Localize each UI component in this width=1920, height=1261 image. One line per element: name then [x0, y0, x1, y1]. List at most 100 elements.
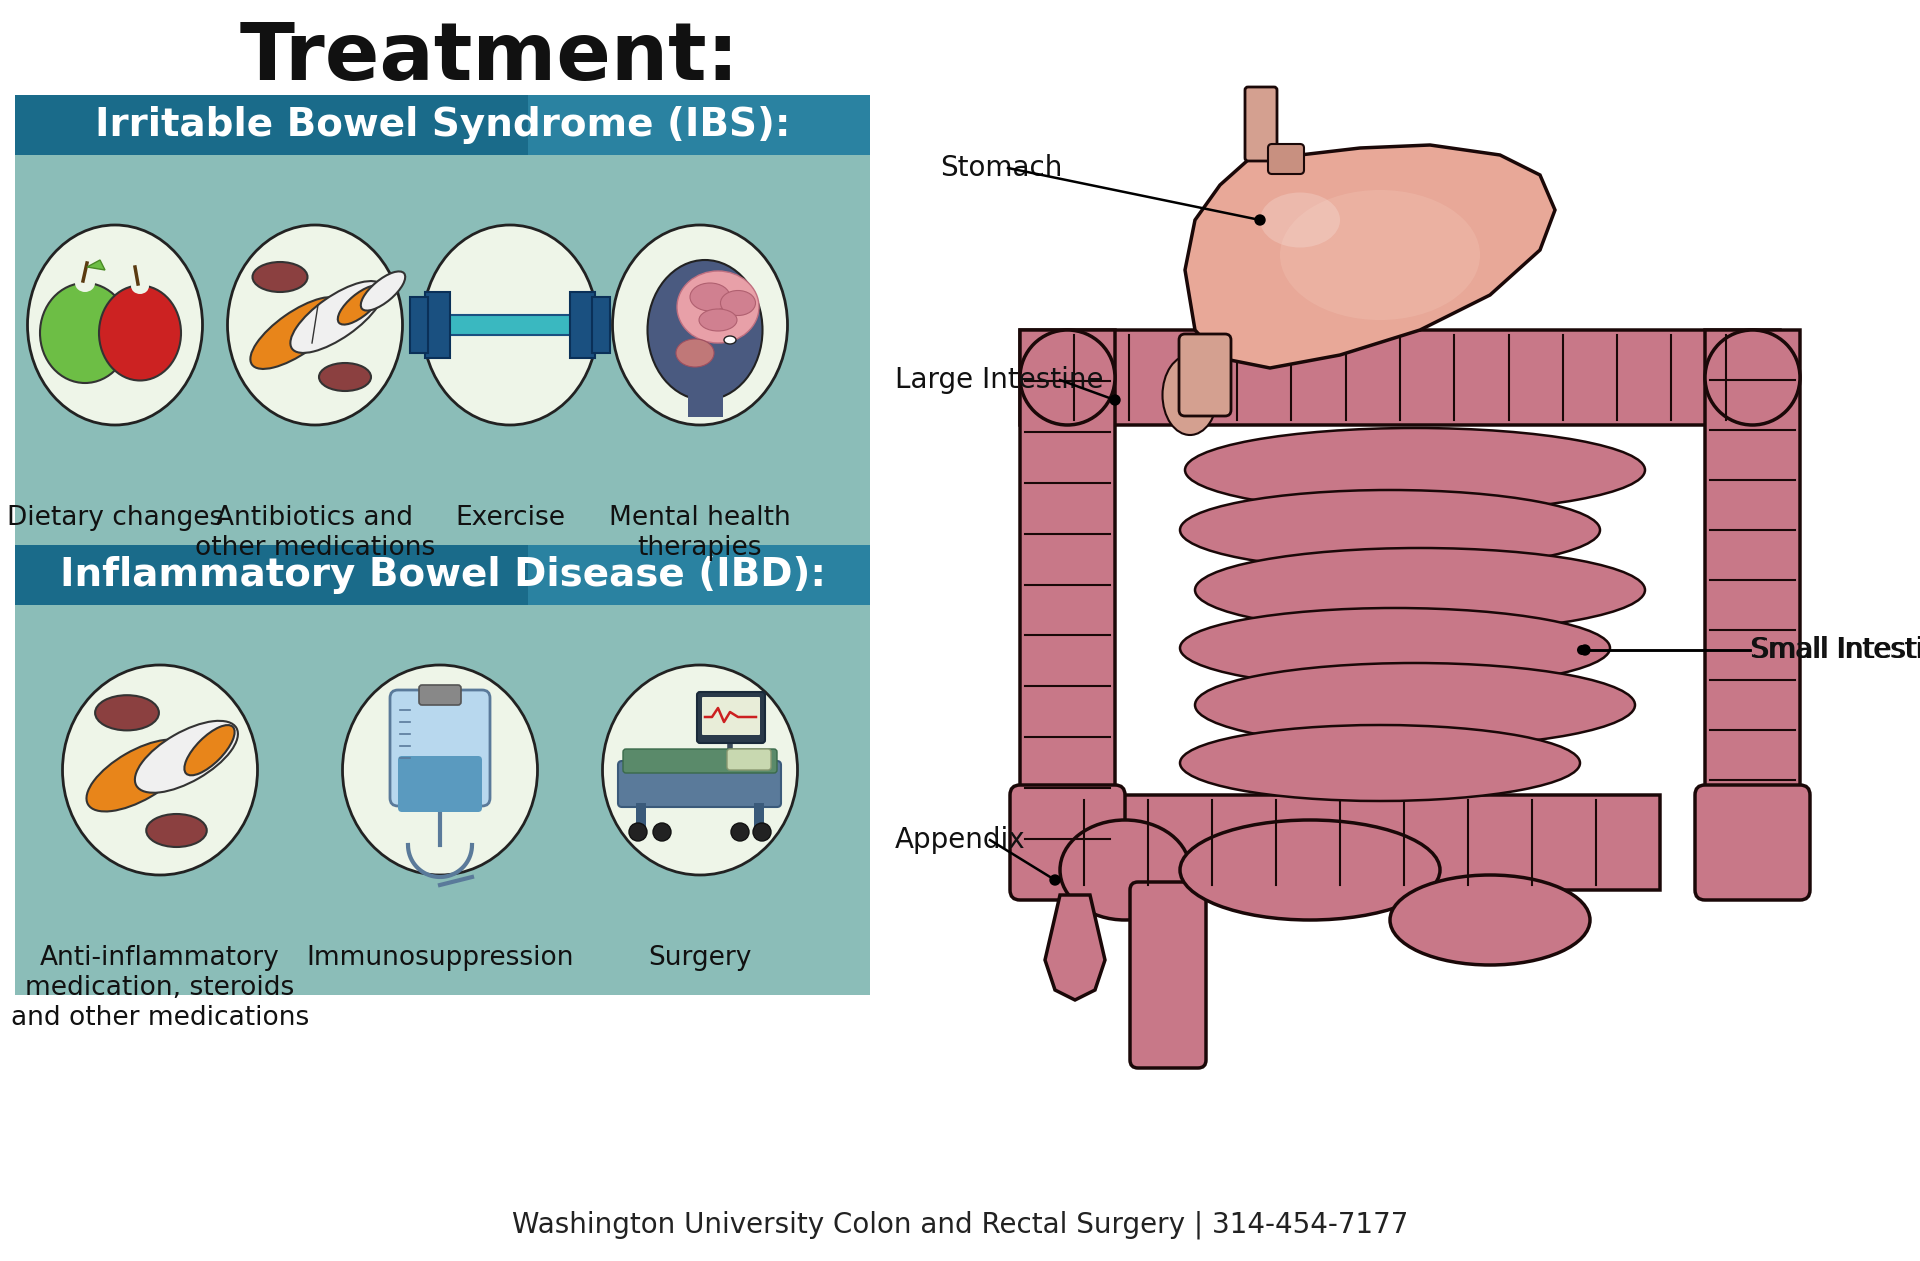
- Ellipse shape: [134, 721, 238, 793]
- Circle shape: [732, 823, 749, 841]
- FancyBboxPatch shape: [703, 697, 760, 735]
- Ellipse shape: [1390, 875, 1590, 965]
- Ellipse shape: [75, 274, 94, 293]
- Ellipse shape: [1194, 663, 1636, 747]
- Ellipse shape: [1060, 820, 1190, 921]
- Ellipse shape: [146, 815, 207, 847]
- Ellipse shape: [250, 298, 344, 369]
- Text: Inflammatory Bowel Disease (IBD):: Inflammatory Bowel Disease (IBD):: [60, 556, 826, 594]
- Circle shape: [653, 823, 670, 841]
- Ellipse shape: [253, 262, 307, 293]
- Text: Large Intestine: Large Intestine: [895, 366, 1104, 393]
- FancyBboxPatch shape: [728, 749, 772, 770]
- Ellipse shape: [1185, 427, 1645, 512]
- Text: Small Intestine: Small Intestine: [1749, 636, 1920, 665]
- Text: Antibiotics and
other medications: Antibiotics and other medications: [194, 504, 436, 561]
- FancyBboxPatch shape: [1705, 330, 1801, 830]
- Ellipse shape: [361, 271, 405, 310]
- FancyBboxPatch shape: [1131, 881, 1206, 1068]
- FancyBboxPatch shape: [390, 690, 490, 806]
- Ellipse shape: [63, 665, 257, 875]
- FancyBboxPatch shape: [1033, 380, 1102, 880]
- Text: Immunosuppression: Immunosuppression: [307, 944, 574, 971]
- Ellipse shape: [131, 277, 150, 294]
- Ellipse shape: [1181, 725, 1580, 801]
- Ellipse shape: [720, 290, 755, 315]
- Ellipse shape: [676, 339, 714, 367]
- Polygon shape: [86, 260, 106, 270]
- Ellipse shape: [227, 224, 403, 425]
- Bar: [591, 298, 611, 353]
- FancyBboxPatch shape: [397, 757, 482, 812]
- FancyBboxPatch shape: [1695, 786, 1811, 900]
- FancyBboxPatch shape: [697, 692, 764, 743]
- Circle shape: [1110, 395, 1119, 405]
- Ellipse shape: [678, 271, 758, 343]
- Ellipse shape: [689, 282, 730, 311]
- Bar: [424, 293, 449, 358]
- Text: Surgery: Surgery: [649, 944, 753, 971]
- Circle shape: [630, 823, 647, 841]
- Ellipse shape: [1181, 491, 1599, 570]
- Text: Small Intestine: Small Intestine: [1751, 636, 1920, 665]
- FancyBboxPatch shape: [15, 545, 870, 605]
- FancyBboxPatch shape: [1179, 334, 1231, 416]
- FancyBboxPatch shape: [528, 95, 870, 155]
- Text: Appendix: Appendix: [895, 826, 1025, 854]
- Ellipse shape: [319, 363, 371, 391]
- Bar: [636, 803, 645, 831]
- FancyBboxPatch shape: [1020, 794, 1661, 890]
- Ellipse shape: [1194, 549, 1645, 632]
- FancyBboxPatch shape: [1267, 144, 1304, 174]
- Polygon shape: [1044, 895, 1106, 1000]
- FancyBboxPatch shape: [419, 685, 461, 705]
- Bar: [447, 315, 572, 335]
- Bar: [411, 298, 428, 353]
- Ellipse shape: [699, 309, 737, 330]
- Ellipse shape: [1181, 820, 1440, 921]
- FancyBboxPatch shape: [1020, 330, 1780, 425]
- Text: Treatment:: Treatment:: [240, 19, 739, 97]
- Circle shape: [753, 823, 772, 841]
- Ellipse shape: [40, 282, 131, 383]
- Ellipse shape: [100, 285, 180, 381]
- Text: Mental health
therapies: Mental health therapies: [609, 504, 791, 561]
- Ellipse shape: [27, 224, 202, 425]
- Bar: [755, 803, 764, 831]
- Text: Stomach: Stomach: [941, 154, 1062, 182]
- Ellipse shape: [342, 665, 538, 875]
- Ellipse shape: [1705, 330, 1801, 425]
- Circle shape: [1050, 875, 1060, 885]
- Text: Dietary changes: Dietary changes: [8, 504, 223, 531]
- FancyBboxPatch shape: [1244, 87, 1277, 161]
- Circle shape: [1580, 644, 1590, 654]
- Ellipse shape: [1162, 356, 1217, 435]
- FancyBboxPatch shape: [1716, 380, 1788, 820]
- Text: Washington University Colon and Rectal Surgery | 314-454-7177: Washington University Colon and Rectal S…: [513, 1211, 1407, 1240]
- Ellipse shape: [612, 224, 787, 425]
- FancyBboxPatch shape: [15, 605, 870, 995]
- Ellipse shape: [338, 285, 382, 324]
- Ellipse shape: [1020, 330, 1116, 425]
- FancyBboxPatch shape: [618, 760, 781, 807]
- Ellipse shape: [1181, 608, 1611, 689]
- Ellipse shape: [724, 335, 735, 344]
- Ellipse shape: [1281, 190, 1480, 320]
- Ellipse shape: [86, 739, 190, 812]
- Bar: [570, 293, 595, 358]
- FancyBboxPatch shape: [1010, 786, 1125, 900]
- Ellipse shape: [290, 281, 384, 353]
- FancyBboxPatch shape: [1035, 342, 1764, 414]
- Ellipse shape: [603, 665, 797, 875]
- Text: Irritable Bowel Syndrome (IBS):: Irritable Bowel Syndrome (IBS):: [94, 106, 791, 144]
- Circle shape: [1576, 644, 1588, 654]
- Ellipse shape: [647, 260, 762, 400]
- Text: Exercise: Exercise: [455, 504, 564, 531]
- FancyBboxPatch shape: [622, 749, 778, 773]
- FancyBboxPatch shape: [15, 95, 870, 155]
- Ellipse shape: [422, 224, 597, 425]
- Ellipse shape: [96, 695, 159, 730]
- Ellipse shape: [1260, 193, 1340, 247]
- FancyBboxPatch shape: [15, 155, 870, 550]
- FancyBboxPatch shape: [1020, 330, 1116, 890]
